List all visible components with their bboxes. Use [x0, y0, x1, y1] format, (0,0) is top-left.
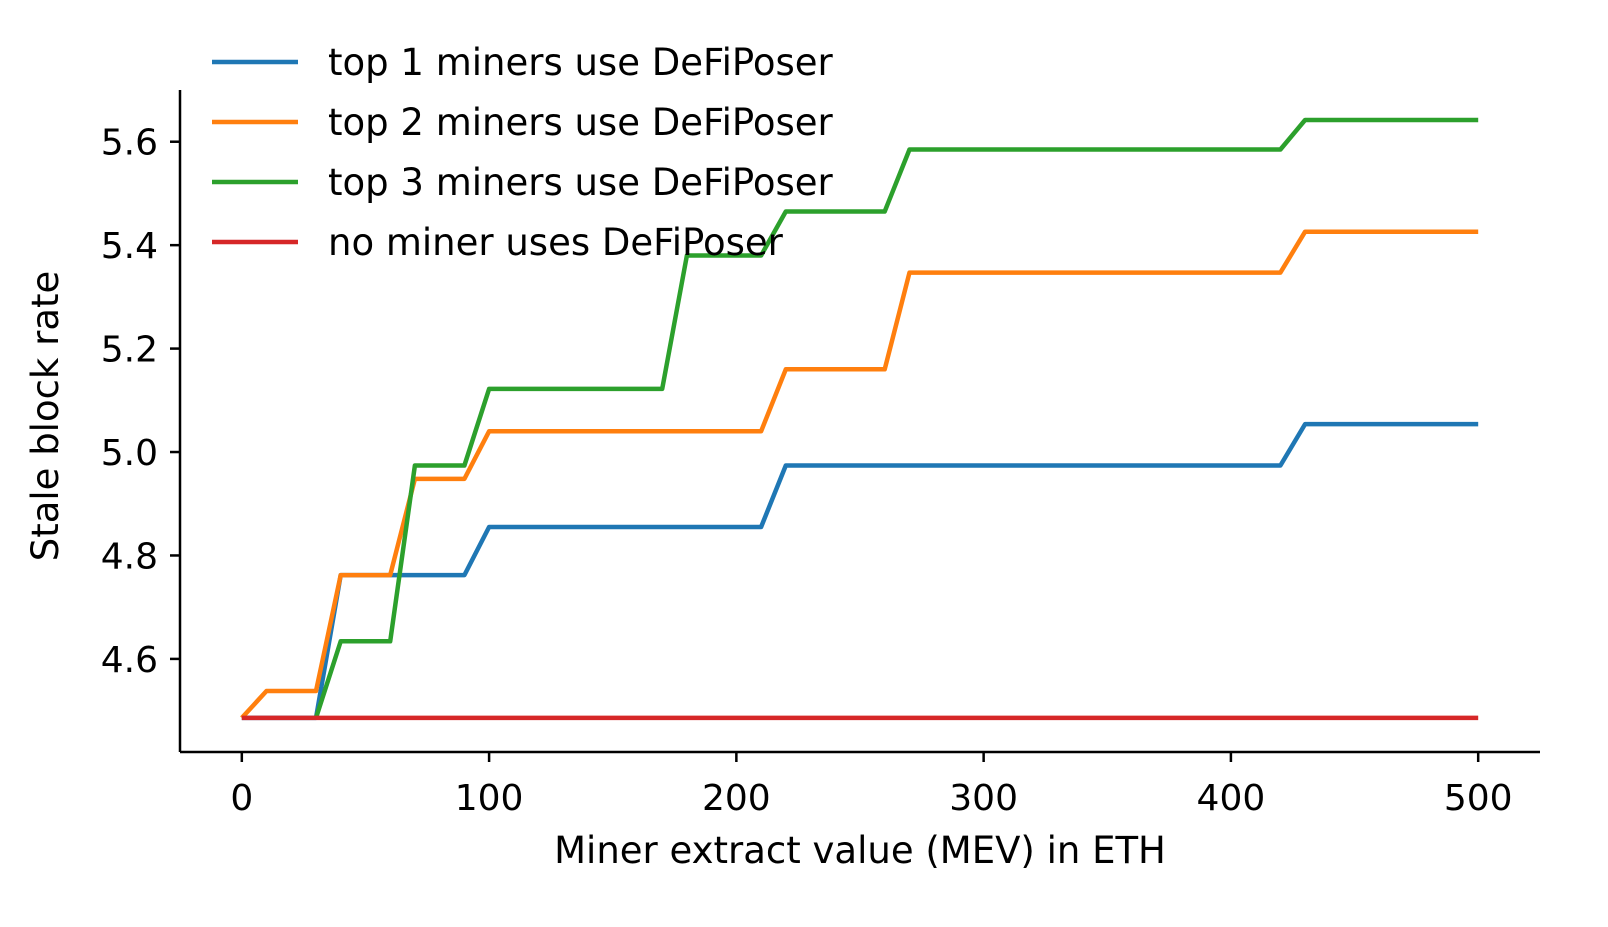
x-tick-label: 0	[230, 778, 253, 819]
series-line-top-3-miners-use-defiposer	[313, 117, 1479, 719]
x-tick-label: 100	[455, 778, 524, 819]
legend: top 1 miners use DeFiPoser top 2 miners u…	[212, 41, 834, 264]
legend-label: no miner uses DeFiPoser	[328, 221, 784, 264]
y-tick-label: 5.2	[101, 330, 158, 371]
y-tick-label: 4.6	[101, 640, 158, 681]
axes-layer	[178, 90, 1540, 754]
series-line-top-1-miners-use-defiposer	[241, 421, 1479, 721]
series-layer	[240, 117, 1479, 721]
x-axis-ticks: 0 100 200 300 400 500	[230, 752, 1513, 819]
x-tick-label: 400	[1197, 778, 1266, 819]
series-line-top-2-miners-use-defiposer	[240, 229, 1479, 720]
legend-label: top 3 miners use DeFiPoser	[328, 161, 834, 204]
y-tick-label: 5.6	[101, 123, 158, 164]
x-tick-label: 500	[1444, 778, 1513, 819]
y-axis-ticks: 4.6 4.8 5.0 5.2 5.4 5.6	[101, 123, 180, 681]
y-tick-label: 5.4	[101, 226, 158, 267]
x-tick-label: 200	[702, 778, 771, 819]
x-tick-label: 300	[949, 778, 1018, 819]
y-tick-label: 5.0	[101, 433, 158, 474]
legend-label: top 1 miners use DeFiPoser	[328, 41, 834, 84]
y-tick-label: 4.8	[101, 536, 158, 577]
legend-label: top 2 miners use DeFiPoser	[328, 101, 834, 144]
x-axis-label: Miner extract value (MEV) in ETH	[554, 829, 1166, 872]
y-axis-label: Stale block rate	[24, 271, 67, 562]
